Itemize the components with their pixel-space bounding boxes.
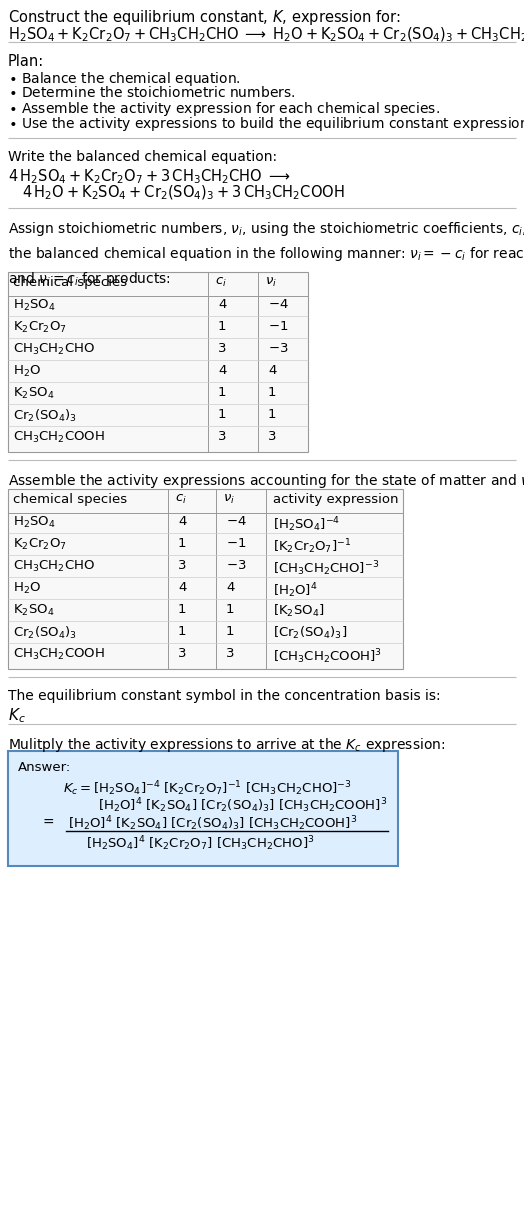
Text: $c_i$: $c_i$: [175, 493, 187, 506]
Text: $\mathrm{CH_3CH_2COOH}$: $\mathrm{CH_3CH_2COOH}$: [13, 430, 105, 445]
Text: The equilibrium constant symbol in the concentration basis is:: The equilibrium constant symbol in the c…: [8, 689, 441, 703]
Text: $[\mathrm{H_2SO_4}]^{-4}$: $[\mathrm{H_2SO_4}]^{-4}$: [273, 515, 340, 534]
Text: $-1$: $-1$: [268, 321, 288, 333]
Text: $-4$: $-4$: [226, 515, 247, 528]
Text: $\mathrm{K_2Cr_2O_7}$: $\mathrm{K_2Cr_2O_7}$: [13, 537, 67, 552]
Text: 3: 3: [226, 647, 235, 660]
Text: Construct the equilibrium constant, $K$, expression for:: Construct the equilibrium constant, $K$,…: [8, 8, 401, 27]
Text: $\bullet$ Use the activity expressions to build the equilibrium constant express: $\bullet$ Use the activity expressions t…: [8, 114, 524, 133]
Bar: [8, 272, 308, 452]
Text: $\bullet$ Balance the chemical equation.: $\bullet$ Balance the chemical equation.: [8, 70, 241, 88]
Text: 4: 4: [218, 364, 226, 377]
Text: $\mathrm{4\,H_2O + K_2SO_4 + Cr_2(SO_4)_3 + 3\,CH_3CH_2COOH}$: $\mathrm{4\,H_2O + K_2SO_4 + Cr_2(SO_4)_…: [22, 184, 345, 202]
Text: 1: 1: [268, 408, 277, 421]
Text: 3: 3: [268, 430, 277, 443]
Text: 1: 1: [218, 386, 226, 399]
Text: Write the balanced chemical equation:: Write the balanced chemical equation:: [8, 149, 277, 164]
Text: $-4$: $-4$: [268, 298, 289, 311]
Text: $\nu_i$: $\nu_i$: [265, 276, 277, 289]
Text: 1: 1: [226, 625, 235, 637]
Text: 1: 1: [218, 321, 226, 333]
Text: $\bullet$ Assemble the activity expression for each chemical species.: $\bullet$ Assemble the activity expressi…: [8, 100, 440, 118]
Text: 3: 3: [178, 559, 187, 572]
Text: $K_c = [\mathrm{H_2SO_4}]^{-4}\ [\mathrm{K_2Cr_2O_7}]^{-1}\ [\mathrm{CH_3CH_2CHO: $K_c = [\mathrm{H_2SO_4}]^{-4}\ [\mathrm…: [63, 778, 352, 798]
Text: $[\mathrm{H_2SO_4}]^4\ [\mathrm{K_2Cr_2O_7}]\ [\mathrm{CH_3CH_2CHO}]^3$: $[\mathrm{H_2SO_4}]^4\ [\mathrm{K_2Cr_2O…: [86, 834, 314, 853]
Text: $\mathrm{H_2SO_4}$: $\mathrm{H_2SO_4}$: [13, 298, 56, 313]
Text: 4: 4: [268, 364, 276, 377]
Text: $\mathrm{H_2SO_4 + K_2Cr_2O_7 + CH_3CH_2CHO \;\longrightarrow\; H_2O + K_2SO_4 +: $\mathrm{H_2SO_4 + K_2Cr_2O_7 + CH_3CH_2…: [8, 27, 524, 45]
Text: 3: 3: [218, 430, 226, 443]
Text: Mulitply the activity expressions to arrive at the $K_c$ expression:: Mulitply the activity expressions to arr…: [8, 736, 445, 754]
Text: chemical species: chemical species: [13, 276, 127, 289]
Text: $-3$: $-3$: [226, 559, 246, 572]
Text: $\mathrm{K_2SO_4}$: $\mathrm{K_2SO_4}$: [13, 386, 54, 401]
Text: $\bullet$ Determine the stoichiometric numbers.: $\bullet$ Determine the stoichiometric n…: [8, 86, 296, 100]
Text: 1: 1: [178, 625, 187, 637]
Text: 1: 1: [218, 408, 226, 421]
Text: $\mathrm{H_2O}$: $\mathrm{H_2O}$: [13, 581, 41, 596]
Text: $\mathrm{Cr_2(SO_4)_3}$: $\mathrm{Cr_2(SO_4)_3}$: [13, 408, 77, 424]
Text: 1: 1: [178, 537, 187, 549]
Text: $[\mathrm{K_2SO_4}]$: $[\mathrm{K_2SO_4}]$: [273, 602, 324, 619]
Text: $[\mathrm{CH_3CH_2CHO}]^{-3}$: $[\mathrm{CH_3CH_2CHO}]^{-3}$: [273, 559, 379, 577]
Text: chemical species: chemical species: [13, 493, 127, 506]
Text: $-1$: $-1$: [226, 537, 246, 549]
Text: $[\mathrm{CH_3CH_2COOH}]^3$: $[\mathrm{CH_3CH_2COOH}]^3$: [273, 647, 382, 665]
Text: $[\mathrm{H_2O}]^4\ [\mathrm{K_2SO_4}]\ [\mathrm{Cr_2(SO_4)_3}]\ [\mathrm{CH_3CH: $[\mathrm{H_2O}]^4\ [\mathrm{K_2SO_4}]\ …: [68, 815, 357, 833]
Text: $\mathrm{CH_3CH_2CHO}$: $\mathrm{CH_3CH_2CHO}$: [13, 342, 95, 357]
Text: $\mathrm{K_2SO_4}$: $\mathrm{K_2SO_4}$: [13, 602, 54, 618]
Text: $\mathrm{H_2O}$: $\mathrm{H_2O}$: [13, 364, 41, 380]
Text: activity expression: activity expression: [273, 493, 398, 506]
Text: $[\mathrm{K_2Cr_2O_7}]^{-1}$: $[\mathrm{K_2Cr_2O_7}]^{-1}$: [273, 537, 351, 556]
Text: $\mathrm{K_2Cr_2O_7}$: $\mathrm{K_2Cr_2O_7}$: [13, 321, 67, 335]
Text: 4: 4: [218, 298, 226, 311]
Text: 4: 4: [178, 581, 187, 594]
Bar: [8, 489, 403, 669]
Text: 1: 1: [178, 602, 187, 616]
Text: $\mathrm{4\,H_2SO_4 + K_2Cr_2O_7 + 3\,CH_3CH_2CHO \;\longrightarrow}$: $\mathrm{4\,H_2SO_4 + K_2Cr_2O_7 + 3\,CH…: [8, 167, 290, 186]
Text: 1: 1: [226, 602, 235, 616]
Bar: [8, 751, 398, 866]
Text: $[\mathrm{H_2O}]^4\ [\mathrm{K_2SO_4}]\ [\mathrm{Cr_2(SO_4)_3}]\ [\mathrm{CH_3CH: $[\mathrm{H_2O}]^4\ [\mathrm{K_2SO_4}]\ …: [98, 797, 387, 815]
Text: 3: 3: [178, 647, 187, 660]
Text: 4: 4: [226, 581, 234, 594]
Text: $K_c$: $K_c$: [8, 706, 26, 724]
Text: $[\mathrm{H_2O}]^4$: $[\mathrm{H_2O}]^4$: [273, 581, 318, 600]
Text: $=$: $=$: [40, 815, 55, 828]
Text: Assign stoichiometric numbers, $\nu_i$, using the stoichiometric coefficients, $: Assign stoichiometric numbers, $\nu_i$, …: [8, 221, 524, 288]
Text: 4: 4: [178, 515, 187, 528]
Text: $\mathrm{Cr_2(SO_4)_3}$: $\mathrm{Cr_2(SO_4)_3}$: [13, 625, 77, 641]
Text: 1: 1: [268, 386, 277, 399]
Text: Plan:: Plan:: [8, 54, 44, 69]
Text: 3: 3: [218, 342, 226, 355]
Text: Answer:: Answer:: [18, 762, 71, 774]
Text: $\mathrm{CH_3CH_2CHO}$: $\mathrm{CH_3CH_2CHO}$: [13, 559, 95, 574]
Text: Assemble the activity expressions accounting for the state of matter and $\nu_i$: Assemble the activity expressions accoun…: [8, 472, 524, 490]
Text: $\mathrm{H_2SO_4}$: $\mathrm{H_2SO_4}$: [13, 515, 56, 530]
Text: $[\mathrm{Cr_2(SO_4)_3}]$: $[\mathrm{Cr_2(SO_4)_3}]$: [273, 625, 347, 641]
Text: $-3$: $-3$: [268, 342, 289, 355]
Text: $\mathrm{CH_3CH_2COOH}$: $\mathrm{CH_3CH_2COOH}$: [13, 647, 105, 662]
Text: $\nu_i$: $\nu_i$: [223, 493, 235, 506]
Text: $c_i$: $c_i$: [215, 276, 227, 289]
